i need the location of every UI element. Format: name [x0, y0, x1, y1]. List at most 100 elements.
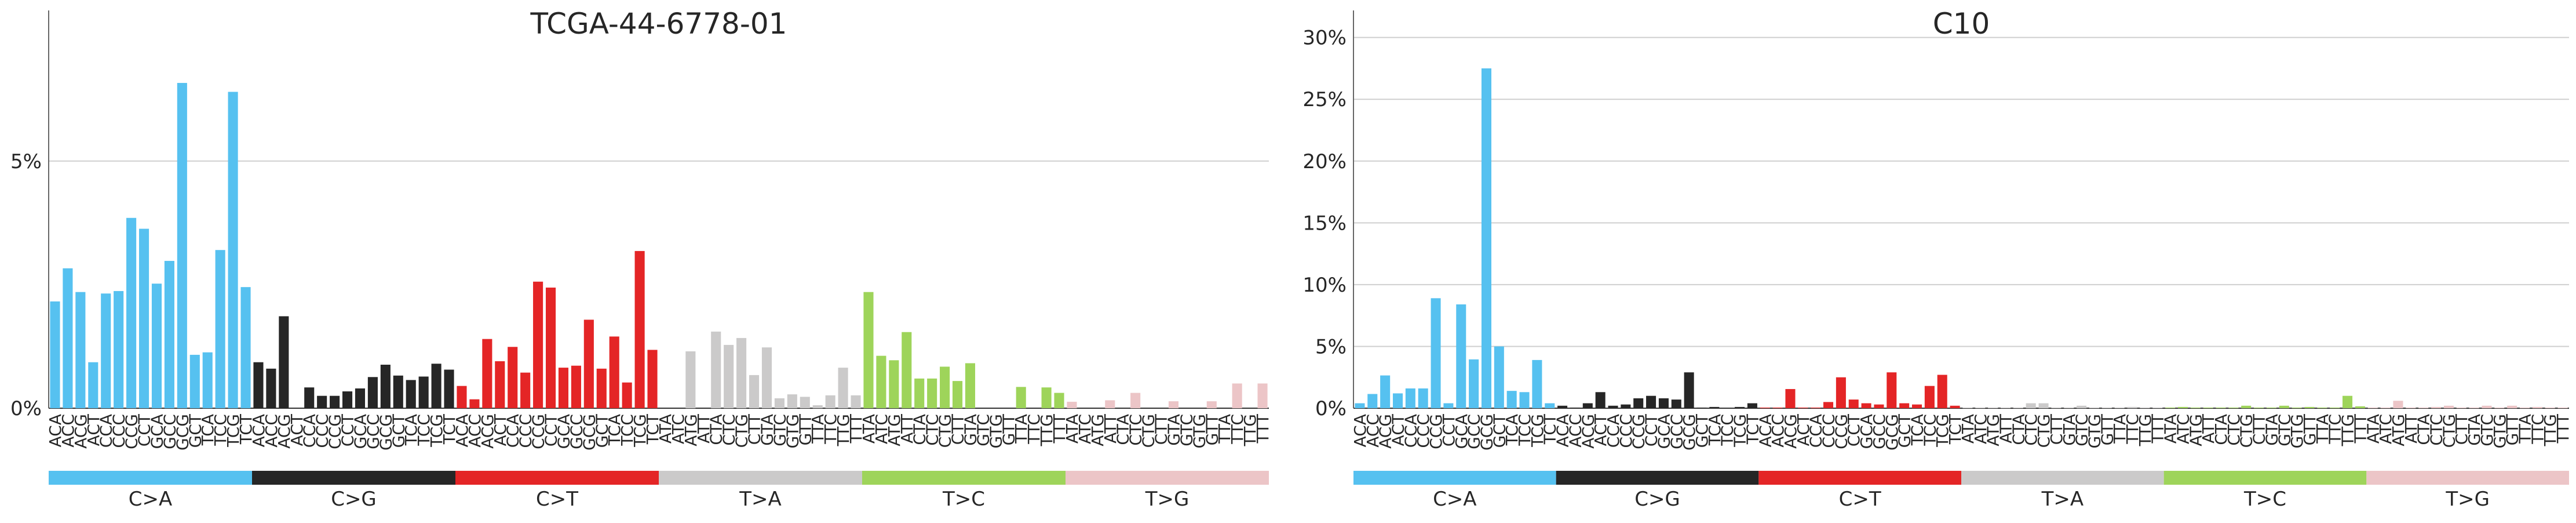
x-tick-label: ATG [2186, 414, 2205, 446]
x-tick-label: GTT [2097, 413, 2117, 445]
bar [1532, 359, 1542, 408]
x-tick-label: TCG [1933, 414, 1952, 448]
x-tick-label: GCA [1452, 414, 1471, 449]
x-tick-label: CCC [1617, 414, 1636, 448]
x-tick-label: TTT [1050, 413, 1069, 444]
x-tick-label: TCG [427, 414, 446, 448]
x-tick-label: GCT [1692, 413, 1712, 448]
x-tick-label: TCC [1718, 414, 1737, 446]
x-tick-label: CCC [1819, 414, 1838, 448]
y-tick-label: 0% [10, 397, 42, 420]
x-tick-label: CTG [732, 414, 751, 448]
bar [1405, 388, 1415, 408]
bar [927, 378, 937, 408]
x-tick-label: CTT [745, 413, 764, 445]
x-tick-label: TCT [236, 413, 256, 445]
bar [1456, 304, 1466, 408]
x-tick-label: ATC [2173, 414, 2192, 444]
x-tick-label: GTG [783, 414, 802, 449]
x-tick-label: ACA [453, 414, 472, 447]
bar [761, 347, 772, 408]
x-tick-label: ATT [1996, 413, 2015, 444]
x-tick-label: CTG [2034, 414, 2053, 448]
x-tick-label: TCC [211, 414, 230, 446]
bar [545, 287, 556, 408]
x-tick-label: GTC [2478, 414, 2497, 446]
x-tick-label: ATA [656, 414, 675, 444]
x-tick-label: CCC [1414, 414, 1433, 448]
group-color-bar [252, 471, 455, 485]
bar [1658, 398, 1669, 408]
group-color-bar [1353, 471, 1556, 485]
x-tick-label: ACC [465, 414, 484, 448]
bar [1431, 298, 1441, 408]
bar [1206, 401, 1217, 408]
bar [1950, 405, 1960, 408]
x-tick-label: TTT [1253, 413, 1272, 444]
bar [647, 350, 658, 408]
bar [151, 284, 162, 408]
bar [940, 366, 950, 408]
bar [431, 364, 442, 408]
chart-panel-1: 0%5%TCGA-44-6778-01ACAACCACGACTCCACCCCCG… [10, 7, 1272, 511]
x-tick-label: CCT [1642, 413, 1661, 446]
x-tick-label: GTG [2085, 414, 2104, 449]
bar [469, 399, 480, 408]
x-tick-label: GCG [1477, 414, 1496, 451]
x-tick-label: TCA [1705, 414, 1724, 446]
x-tick-label: CTC [923, 414, 942, 446]
bar [266, 368, 276, 408]
bar [1874, 404, 1884, 408]
x-tick-label: TTA [1215, 414, 1234, 444]
x-tick-label: CTG [2237, 414, 2256, 448]
x-tick-label: CTA [1114, 414, 1133, 445]
bar [1545, 403, 1555, 408]
x-tick-label: TTA [2110, 414, 2129, 444]
bar [1418, 388, 1428, 408]
x-tick-label: ATA [1958, 414, 1977, 444]
x-tick-label: CTG [1139, 414, 1158, 448]
x-tick-label: CCG [529, 414, 548, 449]
bar [75, 292, 86, 408]
x-tick-label: ACA [249, 414, 268, 447]
bar [2177, 406, 2188, 408]
x-tick-label: TCA [605, 414, 624, 446]
bar [914, 378, 925, 408]
x-tick-label: ACG [1376, 414, 1395, 449]
bar [558, 368, 569, 408]
bar [482, 339, 492, 408]
bar [1848, 399, 1859, 408]
x-tick-label: CCG [122, 414, 141, 449]
x-tick-label: GCG [376, 414, 395, 451]
x-tick-label: GTA [2060, 414, 2079, 446]
bar [317, 395, 327, 408]
bar [189, 354, 200, 408]
group-color-bar [1066, 471, 1269, 485]
x-tick-label: GTA [2465, 414, 2484, 446]
x-tick-label: CCT [542, 413, 561, 446]
x-tick-label: ACC [1363, 414, 1382, 448]
x-tick-label: ACA [1756, 414, 1775, 447]
x-tick-label: TCT [643, 413, 662, 445]
bar [2038, 403, 2049, 408]
bar [1735, 406, 1745, 408]
bar [88, 362, 98, 408]
x-tick-label: TCG [1731, 414, 1750, 448]
x-tick-label: ACC [1566, 414, 1585, 448]
x-tick-label: TCA [198, 414, 217, 446]
bar [253, 362, 264, 408]
chart-panel-2: 0%5%10%15%20%25%30% C10ACAACCACGACTCCACCC… [1302, 7, 2573, 511]
group-color-bar [455, 471, 659, 485]
x-tick-label: ACT [491, 413, 510, 446]
x-tick-label: GTA [2262, 414, 2281, 446]
x-tick-label: TTC [821, 414, 840, 445]
bar [685, 351, 696, 408]
x-tick-label: GTG [2490, 414, 2509, 449]
x-tick-label: ACA [1553, 414, 1572, 447]
x-tick-label: ATA [2363, 414, 2382, 444]
x-tick-label: TCG [630, 414, 650, 448]
x-tick-label: CCG [1831, 414, 1851, 449]
x-tick-label: ATG [1088, 414, 1107, 446]
x-tick-label: CCA [97, 414, 116, 448]
x-tick-label: GCT [185, 413, 205, 448]
